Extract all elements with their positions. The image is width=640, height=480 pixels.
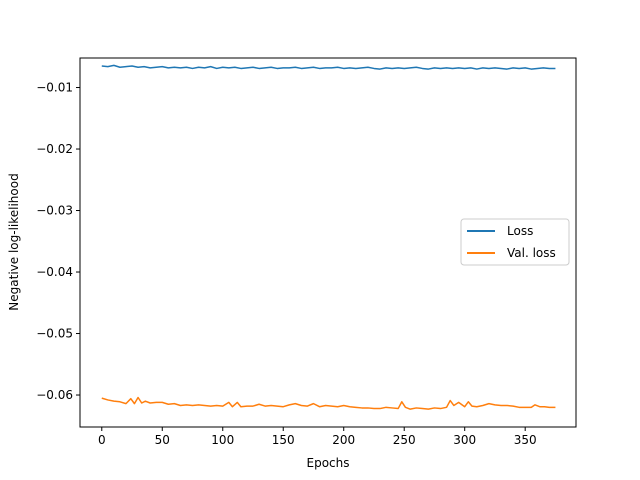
x-tick-label: 0	[98, 433, 106, 447]
x-tick-label: 350	[514, 433, 537, 447]
y-tick-label: −0.06	[36, 388, 73, 402]
x-tick-label: 200	[332, 433, 355, 447]
legend: Loss Val. loss	[460, 218, 570, 266]
y-tick-label: −0.05	[36, 327, 73, 341]
y-tick-label: −0.01	[36, 81, 73, 95]
series-line-val-loss	[101, 396, 556, 410]
x-axis-label: Epochs	[307, 456, 350, 470]
y-tick-label: −0.03	[36, 204, 73, 218]
series-line-loss	[101, 64, 556, 70]
x-tick-label: 300	[453, 433, 476, 447]
x-tick-label: 50	[155, 433, 170, 447]
legend-label-val-loss: Val. loss	[507, 246, 556, 260]
y-axis-label: Negative log-likelihood	[7, 173, 21, 310]
plot-lines	[101, 64, 556, 410]
legend-label-loss: Loss	[507, 224, 533, 238]
plot-frame	[79, 57, 577, 428]
x-tick-label: 250	[393, 433, 416, 447]
x-tick-label: 150	[272, 433, 295, 447]
y-axis: −0.01 −0.02 −0.03 −0.04 −0.05 −0.06	[36, 81, 80, 402]
x-tick-label: 100	[211, 433, 234, 447]
x-axis: 0 50 100 150 200 250 300 350	[98, 427, 537, 447]
y-tick-label: −0.02	[36, 142, 73, 156]
y-tick-label: −0.04	[36, 265, 73, 279]
